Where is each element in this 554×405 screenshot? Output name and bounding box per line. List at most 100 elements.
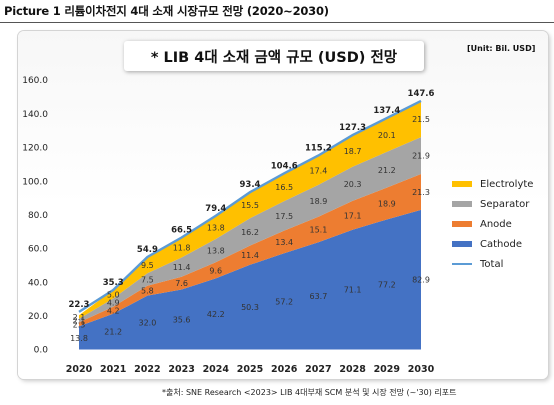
y-axis-ticks: 0.0 20.0 40.0 60.0 80.0 100.0 120.0 140.0 160.0: [22, 76, 48, 356]
total-label: 93.4: [240, 180, 261, 190]
y-tick-label: 20.0: [28, 312, 48, 322]
x-tick-label: 2029: [374, 364, 400, 375]
legend-swatch-anode: [452, 221, 472, 227]
data-label-cathode: 35.6: [173, 316, 191, 325]
data-label-anode: 4.2: [107, 306, 120, 315]
data-label-electrolyte: 2.1: [73, 313, 86, 322]
total-labels: 22.3 35.3 54.9 66.5 79.4 93.4 104.6 115.2 127.3 1…: [69, 89, 435, 310]
data-label-separator: 2.1: [73, 317, 86, 326]
y-tick-label: 80.0: [28, 211, 48, 221]
data-label-cathode: 50.3: [241, 303, 259, 312]
legend-swatch-electrolyte: [452, 181, 472, 187]
y-tick-label: 120.0: [22, 144, 48, 154]
area-cathode: [79, 209, 421, 350]
data-label-cathode: 13.8: [70, 334, 88, 343]
y-tick-label: 160.0: [22, 76, 48, 86]
data-label-separator: 20.3: [344, 180, 362, 189]
data-label-anode: 18.9: [378, 200, 396, 209]
data-label-electrolyte: 5.0: [107, 290, 120, 299]
unit-label: [Unit: Bil. USD]: [467, 44, 536, 53]
data-label-separator: 21.9: [412, 152, 430, 161]
data-label-electrolyte: 18.7: [344, 147, 362, 156]
data-label-cathode: 57.2: [275, 297, 293, 306]
data-label-electrolyte: 15.5: [241, 201, 259, 210]
figure-caption: Picture 1 리튬이차전지 4대 소재 시장규모 전망 (2020~203…: [4, 4, 329, 18]
data-label-anode: 17.1: [344, 211, 362, 220]
legend-swatch-separator: [452, 201, 472, 207]
data-label-electrolyte: 9.5: [141, 261, 154, 270]
data-label-cathode: 71.1: [344, 286, 362, 295]
data-label-anode: 15.1: [309, 226, 327, 235]
data-label-cathode: 82.9: [412, 276, 430, 285]
total-label: 115.2: [305, 144, 332, 154]
legend-swatch-cathode: [452, 241, 472, 247]
total-label: 66.5: [171, 226, 192, 236]
area-anode: [79, 174, 421, 327]
data-label-electrolyte: 21.5: [412, 115, 430, 124]
source-note: *출처: SNE Research <2023> LIB 4대부재 SCM 분석…: [162, 388, 457, 397]
data-label-separator: 21.2: [378, 166, 396, 175]
total-label: 22.3: [69, 300, 90, 310]
x-axis-ticks: 2020 2021 2022 2023 2024 2025 2026 2027 2028 2029…: [66, 364, 435, 375]
x-tick-label: 2028: [339, 364, 366, 375]
total-label: 54.9: [137, 245, 158, 255]
legend-item-electrolyte: Electrolyte: [452, 174, 542, 194]
data-label-separator: 17.5: [275, 212, 293, 221]
stacked-areas: [79, 100, 421, 350]
legend-label: Separator: [480, 198, 530, 210]
legend-item-anode: Anode: [452, 214, 542, 234]
x-tick-label: 2024: [203, 364, 230, 375]
chart-legend: Electrolyte Separator Anode Cathode Total: [452, 174, 542, 274]
legend-item-total: Total: [452, 254, 542, 274]
data-label-cathode: 42.2: [207, 310, 225, 319]
legend-label: Total: [480, 258, 504, 270]
legend-swatch-total: [452, 263, 472, 265]
area-separator: [79, 137, 421, 323]
data-label-separator: 11.4: [173, 263, 191, 272]
y-tick-label: 40.0: [28, 278, 48, 288]
total-label: 147.6: [408, 89, 435, 99]
data-label-anode: 21.3: [412, 188, 430, 197]
x-tick-label: 2030: [408, 364, 435, 375]
total-label: 127.3: [339, 123, 366, 133]
data-label-cathode: 63.7: [309, 292, 327, 301]
data-label-anode: 9.6: [209, 266, 222, 275]
data-label-separator: 4.9: [107, 299, 120, 308]
x-tick-label: 2027: [305, 364, 331, 375]
chart-title-box: * LIB 4대 소재 금액 규모 (USD) 전망: [124, 41, 424, 71]
x-tick-label: 2023: [168, 364, 194, 375]
total-label: 79.4: [205, 204, 226, 214]
data-labels: 13.8 21.2 32.0 35.6 42.2 50.3 57.2 63.7 71.1 77.2…: [70, 115, 430, 343]
data-label-anode: 7.6: [175, 279, 188, 288]
legend-item-separator: Separator: [452, 194, 542, 214]
legend-label: Electrolyte: [480, 178, 534, 190]
data-label-electrolyte: 11.8: [173, 244, 191, 253]
data-label-electrolyte: 16.5: [275, 183, 293, 192]
data-label-anode: 11.4: [241, 251, 259, 260]
data-label-anode: 5.8: [141, 287, 154, 296]
total-label: 104.6: [271, 161, 298, 171]
legend-item-cathode: Cathode: [452, 234, 542, 254]
x-tick-label: 2022: [134, 364, 160, 375]
data-label-separator: 13.8: [207, 247, 225, 256]
total-line-group: [78, 99, 422, 313]
legend-label: Cathode: [480, 238, 522, 250]
data-label-electrolyte: 17.4: [309, 166, 327, 175]
data-label-cathode: 32.0: [138, 319, 156, 328]
data-label-cathode: 77.2: [378, 281, 396, 290]
area-electrolyte: [79, 100, 421, 319]
y-tick-label: 100.0: [22, 177, 48, 187]
data-label-separator: 16.2: [241, 228, 259, 237]
data-label-electrolyte: 20.1: [378, 131, 396, 140]
x-tick-label: 2026: [271, 364, 298, 375]
total-line: [78, 99, 422, 313]
total-label: 35.3: [103, 278, 124, 288]
legend-label: Anode: [480, 218, 512, 230]
y-tick-label: 0.0: [34, 346, 49, 356]
data-label-separator: 18.9: [309, 197, 327, 206]
data-label-anode: 13.4: [275, 238, 293, 247]
data-label-anode: 2.3: [73, 320, 86, 329]
y-tick-label: 60.0: [28, 245, 48, 255]
total-label: 137.4: [373, 106, 400, 116]
